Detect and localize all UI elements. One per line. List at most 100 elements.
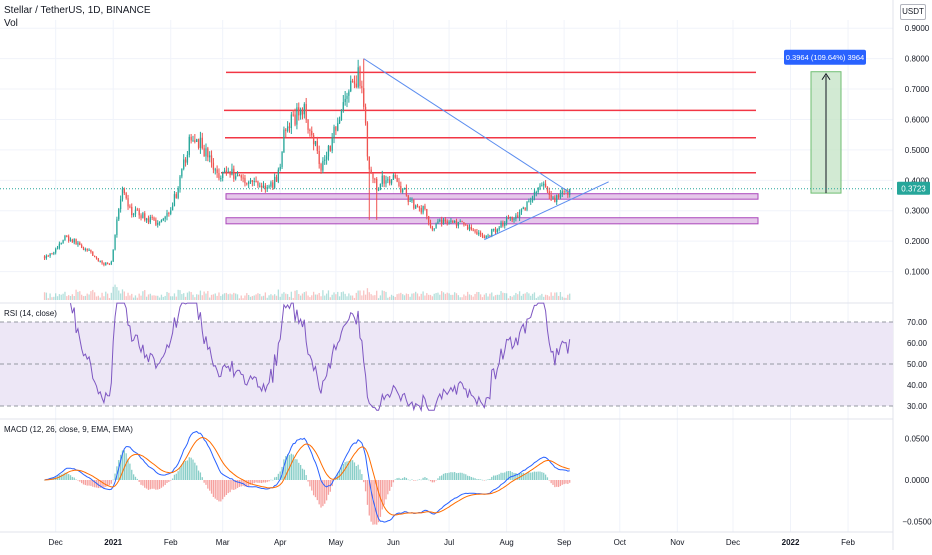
volume-bar [110,292,112,300]
candle-body [225,170,228,173]
macd-histogram-bar [322,480,324,507]
candle-body [88,249,90,251]
candle-body [518,212,521,218]
macd-histogram-bar [162,480,164,487]
macd-histogram-bar [309,480,311,487]
volume-bar [472,296,474,300]
macd-histogram-bar [479,479,482,480]
candle-body [253,181,255,183]
macd-histogram-bar [188,457,190,480]
volume-bar [461,297,463,300]
candle-body [62,240,64,243]
candle-body [320,163,322,171]
volume-bar [192,294,194,300]
macd-histogram-bar [314,480,317,498]
volume-bar [429,294,432,300]
volume-bar [75,289,77,300]
candle-body [77,242,79,245]
candle-body [298,107,300,116]
rsi-tick-label: 40.00 [907,381,928,390]
volume-bar [424,295,426,300]
volume-bar [168,292,170,300]
rsi-tick-label: 60.00 [907,339,928,348]
volume-bar [49,293,51,300]
volume-bar [81,294,83,300]
candle-body [106,263,109,265]
volume-bar [99,297,101,300]
macd-histogram-bar [359,469,361,480]
candle-body [177,188,179,198]
volume-bar [565,297,567,300]
macd-histogram-bar [69,475,72,480]
volume-bar [259,293,261,300]
macd-histogram-bar [194,462,196,480]
macd-histogram-bar [266,480,268,483]
volume-bar [290,291,292,300]
price-tick-label: 0.5000 [905,146,930,155]
time-axis[interactable]: Dec 2021 Feb Mar Apr May Jun Jul Aug Sep Oct Nov Dec… [49,538,856,547]
candle-body [424,205,426,210]
macd-histogram-bar [543,472,545,480]
volume-bar [121,289,124,300]
macd-histogram-bar [138,480,140,482]
candle-body [283,129,285,153]
macd-histogram-bar [236,480,239,489]
volume-bar [233,292,235,300]
volume-bar [520,295,523,300]
volume-bar [413,293,415,300]
macd-histogram-bar [426,477,428,480]
volume-bar [398,293,400,300]
macd-histogram-bar [305,475,307,480]
volume-bar [381,290,383,300]
candle-body [498,227,500,230]
macd-histogram-bar [231,480,233,490]
price-range-measure[interactable]: 0.3964 (109.64%) 3964 [784,49,866,194]
volume-bar [329,297,331,300]
price-axis[interactable]: 0.1000 0.2000 0.3000 0.4000 0.5000 0.6000 0.70… [897,24,930,277]
macd-histogram-bar [303,469,305,480]
candle-body [478,232,480,235]
macd-histogram-bar [184,460,187,480]
macd-histogram-bar [168,480,170,482]
rsi-tick-label: 30.00 [907,402,928,411]
candle-body [548,191,550,196]
macd-histogram-bar [424,477,426,480]
trendlines[interactable] [363,58,609,241]
candle-body [394,175,396,178]
macd-histogram-bar [229,480,231,493]
macd-histogram-bar [418,479,421,480]
macd-histogram-bar [123,450,125,480]
volume-bar [376,290,378,300]
macd-histogram-bar [537,471,539,480]
macd-histogram-bar [533,471,536,480]
volume-bar [559,292,562,300]
macd-histogram-bar [155,480,157,490]
volume-bar [465,295,467,300]
candle-body [218,173,220,179]
macd-histogram-bar [446,473,448,480]
candle-body [196,139,198,142]
candle-body [385,180,387,184]
macd-histogram-bar [468,476,471,480]
macd-histogram-bar [183,460,185,480]
candle-body [550,195,552,198]
candle-body [140,215,142,219]
candle-body [142,213,144,219]
macd-histogram-bar [515,473,517,480]
macd-histogram-bar [465,474,467,480]
candle-body [235,176,237,179]
macd-histogram-bar [170,480,172,481]
volume-bar [255,294,257,300]
candle-body [158,222,161,224]
macd-histogram-bar [294,459,296,480]
candle-body [81,245,83,248]
macd-histogram-bar [325,480,328,501]
candle-body [294,114,296,125]
candle-body [552,197,554,199]
macd-histogram-bar [144,480,146,488]
currency-badge[interactable]: USDT [900,4,926,20]
macd-histogram-bar [498,474,500,480]
macd-histogram-bar [186,460,189,480]
candle-body [489,235,491,237]
